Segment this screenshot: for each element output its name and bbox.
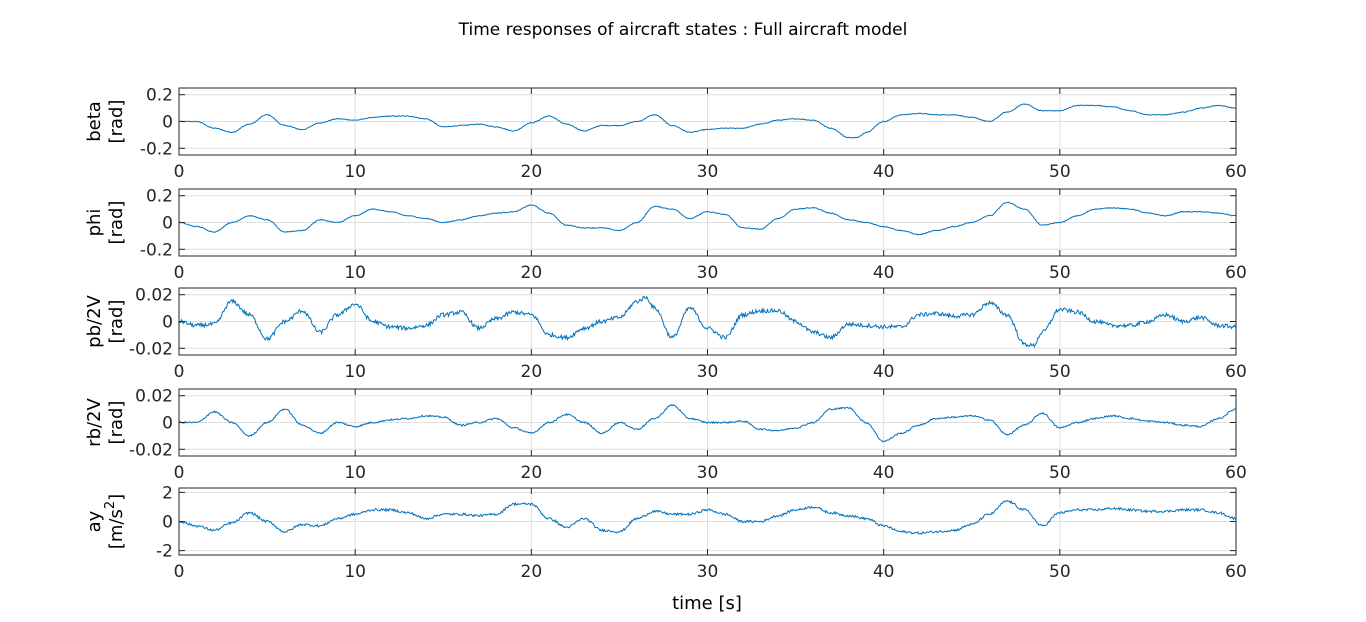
- y-axis-label: phi[rad]: [84, 201, 127, 245]
- x-tick-label: 10: [344, 463, 366, 483]
- y-tick-label: 0: [162, 214, 173, 234]
- x-tick-label: 20: [521, 263, 543, 283]
- y-tick-label: 0.2: [146, 187, 173, 207]
- y-axis-label-line1: rb/2V: [84, 397, 105, 446]
- x-tick-label: 30: [697, 263, 719, 283]
- x-tick-label: 40: [873, 263, 895, 283]
- x-tick-label: 30: [697, 362, 719, 382]
- series-line: [178, 103, 1237, 139]
- y-axis-label-line2: [m/s2]: [103, 494, 127, 549]
- y-tick-label: -0.2: [140, 139, 173, 159]
- y-axis-label-line2: [rad]: [106, 401, 127, 445]
- y-axis-label-line1: pb/2V: [84, 294, 105, 347]
- figure-title: Time responses of aircraft states : Full…: [458, 20, 908, 40]
- x-tick-label: 10: [344, 362, 366, 382]
- x-tick-label: 50: [1049, 463, 1071, 483]
- y-axis-label-line1: phi: [84, 209, 105, 237]
- x-tick-label: 40: [873, 562, 895, 582]
- y-tick-label: -0.2: [140, 240, 173, 260]
- x-tick-label: 30: [697, 162, 719, 182]
- y-axis-label-line1: beta: [84, 101, 105, 142]
- y-axis-label: pb/2V[rad]: [84, 294, 127, 347]
- x-tick-label: 20: [521, 362, 543, 382]
- x-tick-label: 60: [1225, 362, 1247, 382]
- x-tick-label: 50: [1049, 263, 1071, 283]
- y-tick-label: 0: [162, 313, 173, 333]
- y-axis-label-line1: ay: [84, 510, 105, 532]
- x-tick-label: 20: [521, 562, 543, 582]
- x-tick-label: 0: [174, 263, 185, 283]
- x-tick-label: 40: [873, 463, 895, 483]
- x-tick-label: 20: [521, 463, 543, 483]
- x-tick-label: 0: [174, 362, 185, 382]
- series-line: [178, 201, 1237, 236]
- y-axis-label-line2: [rad]: [106, 100, 127, 144]
- x-tick-label: 0: [174, 562, 185, 582]
- x-tick-label: 60: [1225, 263, 1247, 283]
- x-tick-label: 50: [1049, 562, 1071, 582]
- x-tick-label: 60: [1225, 463, 1247, 483]
- x-tick-label: 30: [697, 463, 719, 483]
- y-tick-label: 0: [162, 113, 173, 133]
- y-axis-label-line2: [rad]: [106, 300, 127, 344]
- x-tick-label: 60: [1225, 162, 1247, 182]
- y-tick-label: 0.02: [135, 387, 173, 407]
- x-tick-label: 0: [174, 162, 185, 182]
- x-tick-label: 40: [873, 162, 895, 182]
- y-tick-label: 2: [162, 483, 173, 503]
- y-tick-label: -0.02: [129, 440, 173, 460]
- x-tick-label: 30: [697, 562, 719, 582]
- x-tick-label: 0: [174, 463, 185, 483]
- series-line: [178, 295, 1237, 349]
- series-line: [178, 404, 1237, 443]
- x-tick-label: 10: [344, 263, 366, 283]
- y-tick-label: -0.02: [129, 339, 173, 359]
- y-axis-label: ay[m/s2]: [84, 494, 127, 549]
- y-tick-label: 0.2: [146, 86, 173, 106]
- x-axis-label: time [s]: [672, 593, 742, 614]
- y-tick-label: 0: [162, 513, 173, 533]
- y-axis-label: rb/2V[rad]: [84, 397, 127, 446]
- y-tick-label: -2: [156, 542, 173, 562]
- x-tick-label: 20: [521, 162, 543, 182]
- x-tick-label: 50: [1049, 362, 1071, 382]
- x-tick-label: 10: [344, 562, 366, 582]
- y-tick-label: 0: [162, 414, 173, 434]
- x-tick-label: 40: [873, 362, 895, 382]
- y-axis-label-line2: [rad]: [106, 201, 127, 245]
- y-axis-label: beta[rad]: [84, 100, 127, 144]
- x-tick-label: 50: [1049, 162, 1071, 182]
- x-tick-label: 10: [344, 162, 366, 182]
- series-line: [178, 499, 1237, 536]
- x-tick-label: 60: [1225, 562, 1247, 582]
- y-tick-label: 0.02: [135, 286, 173, 306]
